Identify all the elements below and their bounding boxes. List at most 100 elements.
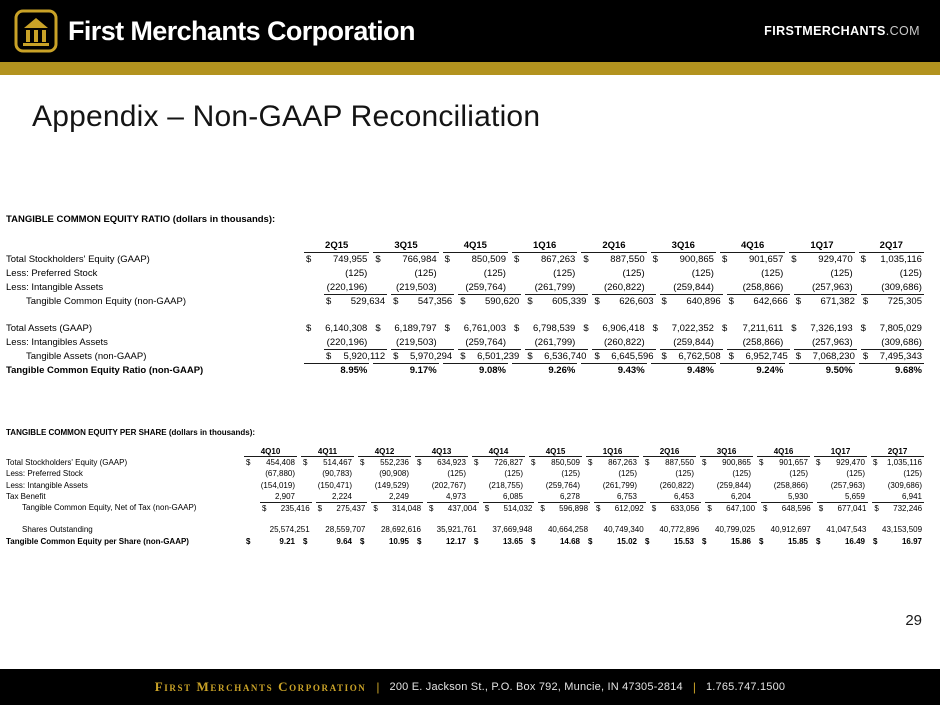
cell-value: 647,100: [726, 503, 756, 513]
currency-symbol: $: [661, 296, 667, 308]
table-cell: $596,898: [538, 501, 591, 513]
table-cell: $887,550: [643, 457, 696, 468]
table-cell: (261,799): [534, 281, 576, 293]
table-cell: $16.49: [814, 536, 867, 547]
table-cell: $9.64: [301, 536, 354, 547]
column-header-4q14: 4Q14: [472, 446, 525, 458]
table-row: Total Stockholders' Equity (GAAP) $749,95…: [6, 253, 924, 267]
table-cell: [415, 513, 468, 524]
company-name: First Merchants Corporation: [68, 15, 415, 46]
table-cell: (260,822): [603, 281, 645, 293]
currency-symbol: $: [816, 536, 821, 546]
table-cell: $15.86: [700, 536, 753, 547]
table-cell: (258,866): [773, 480, 808, 490]
currency-symbol: $: [862, 296, 869, 308]
table-cell: 25,574,251: [269, 525, 310, 535]
table-cell: (125): [345, 267, 368, 279]
cell-value: 10.95: [388, 536, 409, 546]
table-cell: (125): [675, 469, 694, 479]
table-row: Tangible Common Equity, Net of Tax (non-…: [6, 501, 925, 513]
currency-symbol: $: [588, 458, 593, 468]
table-cell: 2,224: [331, 491, 352, 501]
table-cell: $6,501,239: [458, 349, 522, 363]
table-cell: (125): [504, 469, 523, 479]
currency-symbol: $: [759, 458, 764, 468]
table-cell: $7,068,230: [793, 349, 857, 363]
cell-value: 6,762,508: [678, 351, 721, 363]
table-cell: [643, 513, 696, 524]
cell-value: 749,955: [332, 254, 368, 266]
table-cell: $633,056: [649, 501, 702, 513]
table-cell: $314,048: [371, 501, 424, 513]
table-cell: [358, 513, 411, 524]
table-cell: 43,153,509: [882, 525, 923, 535]
table-cell: 6,085: [502, 491, 523, 501]
table-cell: 6,753: [616, 491, 637, 501]
table-cell: $612,092: [594, 501, 646, 513]
cell-value: 437,004: [447, 503, 477, 513]
currency-symbol: $: [816, 458, 821, 468]
currency-symbol: $: [417, 536, 422, 546]
table-row: Less: Preferred Stock (67,880) (90,783) (90…: [6, 468, 924, 479]
table-cell: $15.02: [586, 536, 639, 547]
table-cell: $14.68: [529, 536, 582, 547]
table-cell: (259,764): [545, 480, 580, 490]
table-cell: $547,356: [391, 294, 455, 308]
table-cell: 41,047,543: [826, 525, 867, 535]
cell-value: 900,865: [679, 254, 714, 266]
building-logo-icon: [14, 9, 58, 53]
table-cell: $900,865: [651, 253, 716, 267]
currency-symbol: $: [246, 458, 251, 468]
table-cell: (219,503): [395, 281, 437, 293]
table-cell: (150,471): [317, 480, 352, 490]
website-domain: FIRSTMERCHANTS: [764, 24, 886, 38]
table-cell: 28,692,616: [380, 525, 422, 535]
table-cell: 2,249: [388, 491, 409, 501]
table-cell: $6,189,797: [373, 322, 438, 336]
table-cell: $6,906,418: [581, 322, 646, 336]
column-header-4q16: 4Q16: [757, 446, 810, 458]
cell-value: 14.68: [559, 536, 580, 546]
table-cell: (125): [761, 267, 784, 279]
table-cell: $235,416: [260, 501, 312, 513]
table-cell: (259,764): [465, 281, 506, 293]
column-header-2q17: 2Q17: [858, 239, 924, 253]
table-cell: (125): [447, 469, 466, 479]
table-cell: 40,799,025: [715, 525, 756, 535]
table-cell: $634,923: [415, 457, 468, 468]
table-cell: $1,035,116: [871, 457, 924, 468]
table-cell: [859, 308, 924, 322]
currency-symbol: $: [527, 296, 533, 308]
currency-symbol: $: [795, 351, 802, 363]
table-cell: $5,920,112: [324, 349, 388, 363]
table-row: Tangible Common Equity (non-GAAP) $529,63…: [6, 294, 924, 308]
cell-value: 9.21: [279, 536, 295, 546]
currency-symbol: $: [326, 351, 332, 363]
column-header-4q15: 4Q15: [442, 239, 508, 253]
currency-symbol: $: [596, 503, 601, 513]
table-row: Tangible Common Equity per Share (non-GA…: [6, 536, 924, 547]
table-cell: 9.24%: [719, 363, 786, 377]
table-cell: 40,749,340: [603, 525, 644, 535]
column-header-4q16: 4Q16: [719, 239, 786, 253]
table-cell: (125): [899, 267, 922, 279]
table-cell: $15.85: [757, 536, 810, 547]
table-cell: (220,196): [326, 281, 368, 293]
cell-value: 7,326,193: [810, 323, 853, 335]
row-label: Tangible Common Equity, Net of Tax (non-…: [22, 503, 197, 513]
footer-separator: |: [376, 680, 380, 694]
table-cell: (258,866): [742, 281, 784, 293]
table-cell: (261,799): [602, 480, 637, 490]
table2-body: 4Q10 4Q11 4Q12 4Q13 4Q14 4Q15 1Q16 2Q16 3Q16 4Q16…: [6, 446, 925, 547]
table-cell: $605,339: [525, 294, 589, 308]
currency-symbol: $: [474, 458, 479, 468]
column-header-1q16: 1Q16: [511, 239, 578, 253]
row-label: Less: Preferred Stock: [6, 469, 83, 479]
table-cell: $15.53: [643, 536, 696, 547]
currency-symbol: $: [375, 323, 381, 335]
cell-value: 12.17: [445, 536, 466, 546]
currency-symbol: $: [728, 296, 734, 308]
currency-symbol: $: [721, 323, 728, 335]
table-cell: 40,664,258: [547, 525, 589, 535]
